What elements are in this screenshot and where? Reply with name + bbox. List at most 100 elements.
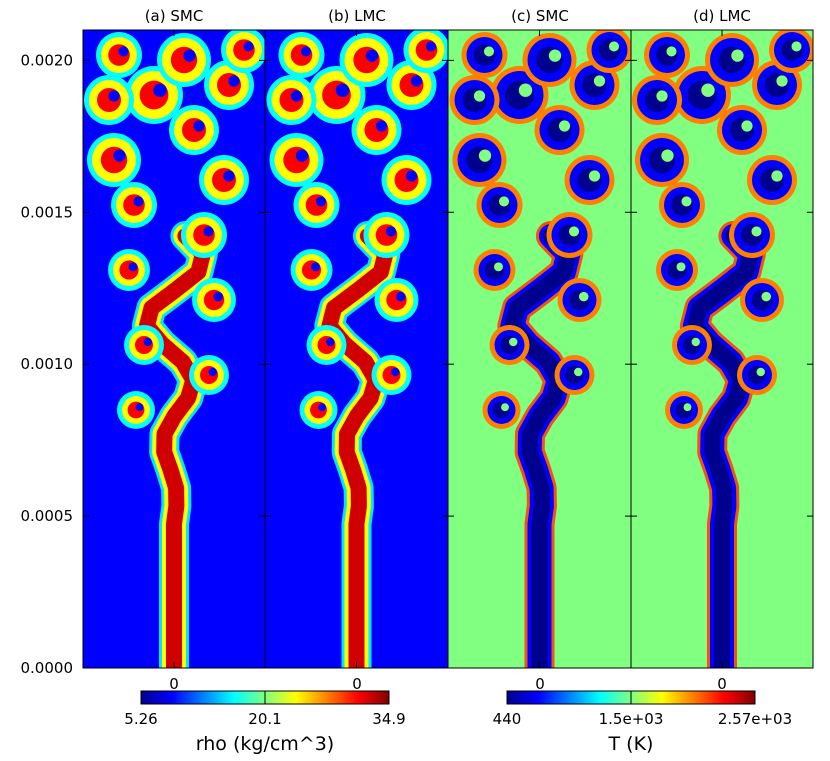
vortex-eye [691,337,700,347]
vortex-eye [208,367,217,377]
colorbar-T-max: 2.57e+03 [718,710,792,728]
plume-core [504,228,577,668]
vortex-eye [326,337,335,347]
vortex-eye [300,46,312,57]
vortex-eye [183,49,196,62]
vortex-eye [574,367,583,377]
vortex-eye [701,83,715,97]
panel-b-plume [266,30,448,668]
vortex-eye [385,226,397,237]
vortex-eye [425,41,437,52]
vortex-eye [661,149,674,162]
colorbar-rho-min: 5.26 [124,710,157,728]
vortex-eye [153,83,167,97]
vortex-eye [365,49,379,62]
vortex-eye [578,291,589,302]
vortex-eye [290,90,303,102]
vortex-eye [568,226,580,237]
colorbar-rho-label: rho (kg/cm^3) [196,733,334,755]
vortex-eye [776,75,788,87]
vortex-eye [509,337,518,347]
vortex-eye [756,367,765,377]
vortex-eye [588,170,601,182]
vortex-eye [113,149,126,162]
vortex-eye [213,291,224,302]
panel-b [264,29,449,669]
colorbar-rho-max: 34.9 [372,710,405,728]
vortex-eye [771,170,783,182]
panel-d-plume [632,30,813,668]
ytick-label: 0.0005 [21,507,74,525]
ytick-label: 0.0010 [21,355,74,373]
plume-core [321,228,394,668]
plume-core [686,228,759,668]
vortex-eye [483,46,495,57]
colorbar-T: 440 1.5e+03 2.57e+03 T (K) [493,690,792,755]
panel-a-plume [84,30,265,668]
vortex-eye [118,46,129,57]
vortex-eye [501,403,509,412]
panel-title-a: (a) SMC [145,7,204,25]
ytick-label: 0.0020 [21,51,74,69]
vortex-eye [518,83,533,97]
colorbar-rho-mid: 20.1 [248,710,281,728]
colorbar-T-label: T (K) [608,733,654,755]
vortex-eye [193,120,205,132]
vortex-eye [676,262,686,272]
vortex-eye [318,403,326,412]
panel-a [82,29,266,669]
vortex-eye [498,196,510,207]
ytick-label: 0.0015 [21,203,74,221]
vortex-eye [410,75,423,87]
colorbar-T-mid: 1.5e+03 [599,710,664,728]
vortex-eye [203,226,214,237]
vortex-eye [666,46,677,57]
panel-title-b: (b) LMC [328,7,386,25]
panel-c [447,29,632,669]
plume-core [138,228,211,668]
vortex-eye [593,75,606,87]
vortex-eye [143,337,152,347]
xtick-label-a: 0 [169,675,179,693]
vortex-eye [335,83,350,97]
vortex-eye [683,403,692,412]
vortex-eye [243,41,254,52]
vortex-eye [558,120,571,132]
vortex-eye [494,262,503,272]
colorbar-T-min: 440 [493,710,522,728]
vortex-eye [656,90,668,102]
panel-d [630,29,814,669]
vortex-eye [315,196,327,207]
xtick-label-c: 0 [535,675,545,693]
vortex-eye [741,120,753,132]
panel-title-c: (c) SMC [511,7,569,25]
vortex-eye [681,196,692,207]
vortex-eye [135,403,144,412]
panel-title-d: (d) LMC [693,7,751,25]
ytick-label: 0.0000 [21,659,74,677]
vortex-eye [405,170,418,182]
vortex-eye [223,170,235,182]
vortex-eye [375,120,388,132]
vortex-eye [395,291,406,302]
vortex-eye [731,49,744,62]
vortex-eye [295,149,309,162]
vortex-eye [751,226,762,237]
vortex-eye [478,149,492,162]
vortex-eye [791,41,802,52]
vortex-eye [761,291,772,302]
vortex-eye [108,90,120,102]
colorbar-rho: 5.26 20.1 34.9 rho (kg/cm^3) [124,690,406,755]
xtick-label-d: 0 [717,675,727,693]
xtick-label-b: 0 [352,675,362,693]
vortex-eye [228,75,240,87]
panel-c-plume [449,30,631,668]
vortex-eye [128,262,138,272]
vortex-eye [311,262,320,272]
vortex-eye [608,41,620,52]
vortex-eye [133,196,144,207]
vortex-eye [473,90,486,102]
vortex-eye [548,49,562,62]
vortex-eye [391,367,400,377]
